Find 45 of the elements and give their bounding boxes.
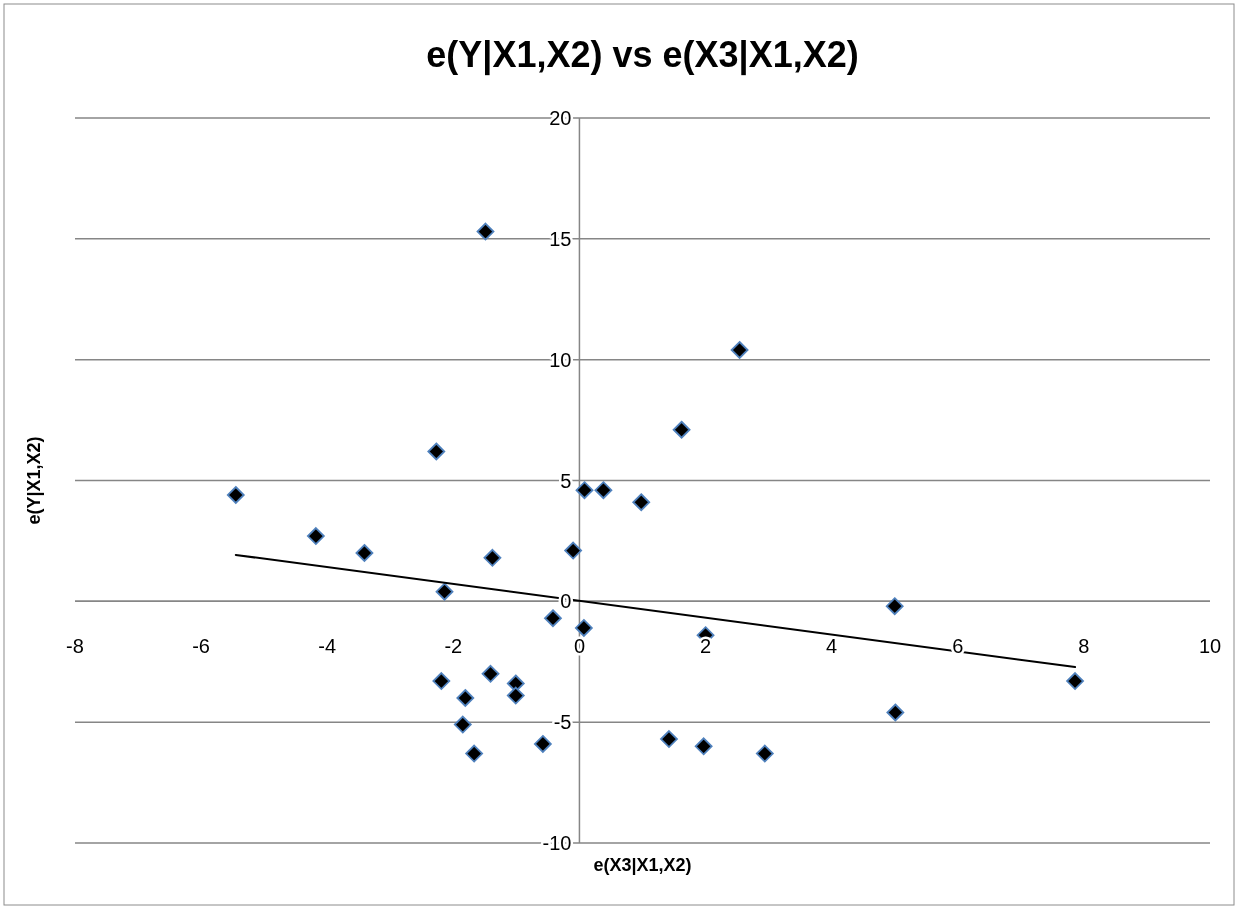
x-tick-label: -4 <box>318 635 337 658</box>
x-tick-label: -8 <box>66 635 84 658</box>
point <box>694 737 713 756</box>
y-tick-label: 5 <box>560 469 572 492</box>
point <box>755 744 774 763</box>
point <box>465 744 484 763</box>
y-tick-label: 15 <box>549 227 572 250</box>
point <box>885 597 904 616</box>
x-axis-title: e(X3|X1,X2) <box>593 855 692 875</box>
chart-title: e(Y|X1,X2) vs e(X3|X1,X2) <box>426 34 859 76</box>
x-tick-label: 8 <box>1078 635 1090 658</box>
point <box>355 544 374 562</box>
y-tick-label: 20 <box>549 107 572 129</box>
y-tick-label: 10 <box>549 348 572 371</box>
y-tick-label: -10 <box>542 832 572 854</box>
point <box>226 486 245 504</box>
point <box>672 420 691 439</box>
x-tick-label: 4 <box>826 635 838 658</box>
point <box>660 730 678 748</box>
point <box>564 541 583 560</box>
point <box>476 222 495 241</box>
point <box>594 481 613 500</box>
x-tick-label: 2 <box>699 635 712 658</box>
point <box>506 686 525 705</box>
point <box>574 619 593 637</box>
point <box>730 341 749 359</box>
point <box>432 672 451 690</box>
y-axis-title: e(Y|X1,X2) <box>24 436 44 525</box>
point <box>533 735 552 753</box>
point <box>886 703 905 722</box>
point <box>632 493 651 512</box>
point <box>483 548 502 567</box>
y-tick-label: -5 <box>553 711 572 734</box>
point <box>456 689 475 707</box>
point <box>453 715 472 734</box>
point <box>544 609 562 628</box>
x-tick-label: 10 <box>1198 635 1222 658</box>
point <box>427 442 446 461</box>
point <box>1066 672 1084 690</box>
point <box>435 582 454 601</box>
x-tick-label: -2 <box>444 635 463 658</box>
x-tick-label: -6 <box>192 635 211 658</box>
point <box>575 481 594 500</box>
point <box>481 664 500 683</box>
point <box>306 527 325 545</box>
